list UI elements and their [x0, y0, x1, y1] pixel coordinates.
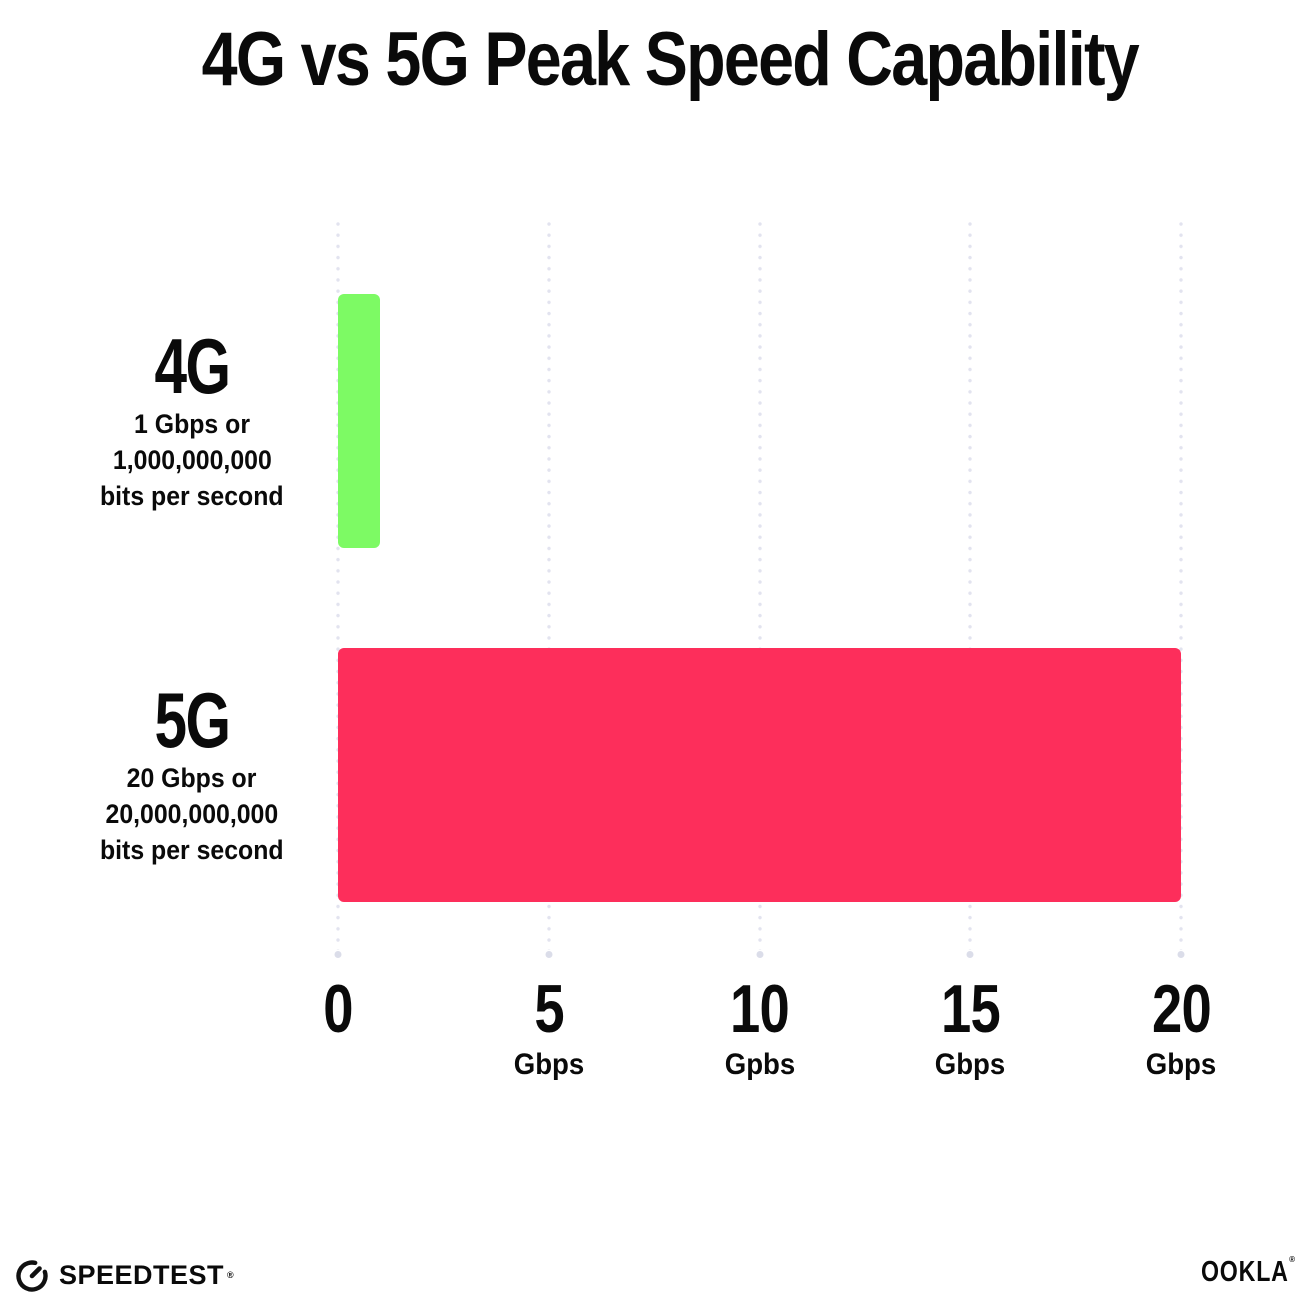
speedtest-trademark: ® [227, 1270, 234, 1280]
row-label-subtext: 1 Gbps or [134, 409, 250, 439]
row-label-category: 4G [154, 322, 231, 410]
gridline-0 [336, 222, 340, 950]
row-label-subtext: bits per second [100, 481, 284, 511]
x-tick-unit: Gbps [513, 1048, 585, 1081]
x-tick-number: 5 [534, 971, 564, 1047]
chart-title: 4G vs 5G Peak Speed Capability [0, 20, 1308, 100]
gridline-10 [757, 222, 762, 950]
x-tick-20: 20 Gbps [1143, 974, 1220, 1082]
row-label-4g: 4G 1 Gbps or 1,000,000,000 bits per second [42, 326, 342, 514]
row-label-subtext: 1,000,000,000 [112, 445, 272, 475]
x-tick-15: 15 Gbps [932, 974, 1009, 1082]
x-tick-unit: Gbps [1145, 1048, 1217, 1081]
bar-4g [338, 294, 380, 548]
row-label-5g: 5G 20 Gbps or 20,000,000,000 bits per secon… [42, 680, 342, 868]
x-tick-number: 0 [323, 971, 353, 1047]
speedtest-wordmark: SPEEDTEST [59, 1259, 225, 1290]
x-tick-number: 15 [940, 971, 1001, 1047]
row-label-category: 5G [154, 676, 231, 764]
x-tick-10: 10 Gpbs [721, 974, 798, 1082]
x-tick-number: 20 [1151, 971, 1212, 1047]
gridline-5 [546, 222, 551, 950]
row-label-subtext: 20,000,000,000 [105, 799, 279, 829]
x-tick-unit: Gbps [934, 1048, 1006, 1081]
ookla-wordmark: OOKLA [1201, 1256, 1290, 1288]
x-tick-0: 0 [320, 974, 357, 1044]
x-tick-unit: Gpbs [724, 1048, 795, 1081]
ookla-trademark: ® [1289, 1255, 1295, 1264]
x-tick-number: 10 [730, 971, 790, 1047]
gridline-20 [1179, 222, 1183, 950]
speedtest-logo: SPEEDTEST ® [14, 1256, 234, 1294]
row-label-subtext: bits per second [100, 835, 284, 865]
chart-title-text: 4G vs 5G Peak Speed Capability [201, 17, 1140, 102]
ookla-logo: OOKLA ® [1179, 1255, 1295, 1288]
gridline-15 [968, 222, 973, 950]
bar-5g [338, 648, 1181, 902]
speedtest-gauge-icon [14, 1257, 50, 1293]
row-label-subtext: 20 Gbps or [127, 763, 257, 793]
x-tick-5: 5 Gbps [510, 974, 587, 1082]
